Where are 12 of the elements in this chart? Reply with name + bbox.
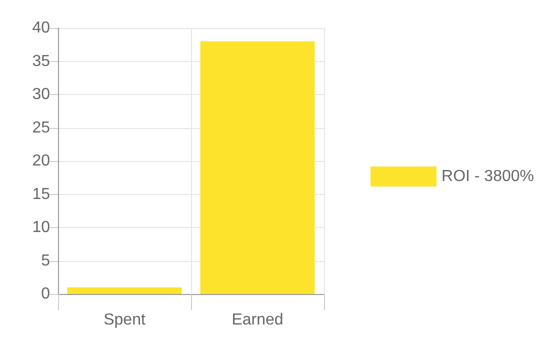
y-tick-label: 25 (32, 119, 50, 136)
y-tick-label: 30 (32, 86, 50, 103)
y-tick-label: 0 (41, 286, 50, 302)
x-tick-label: Earned (232, 312, 284, 328)
x-tick-label: Spent (104, 312, 146, 328)
y-tick-label: 20 (32, 152, 50, 170)
y-tick-label: 40 (32, 20, 50, 36)
y-tick-label: 10 (32, 219, 50, 236)
legend-label: ROI - 3800% (442, 168, 534, 185)
y-tick-label: 35 (32, 52, 50, 70)
y-tick-label: 5 (41, 252, 50, 270)
y-tick-label: 15 (32, 186, 50, 203)
